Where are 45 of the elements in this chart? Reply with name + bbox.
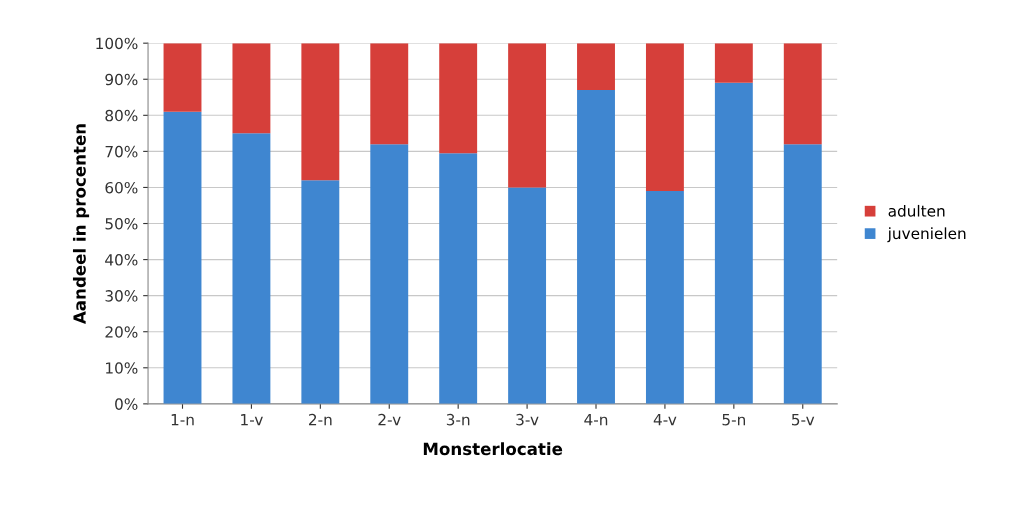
bar xyxy=(508,43,547,188)
y-axis-title: Aandeel in procenten xyxy=(72,124,90,325)
bar xyxy=(577,43,615,91)
x-axis-title: Monsterlocatie xyxy=(423,442,563,456)
bar xyxy=(577,90,615,404)
legend-label: adulten xyxy=(888,204,945,217)
y-tick-label: 20% xyxy=(105,326,138,338)
legend-label: juvenielen xyxy=(887,227,966,243)
x-tick-label: 3-v xyxy=(516,413,539,426)
bar xyxy=(301,180,340,404)
bar xyxy=(232,43,271,134)
bar xyxy=(783,43,822,145)
x-tick-label: 5-v xyxy=(792,414,815,426)
x-tick-label: 2-v xyxy=(378,413,401,426)
y-tick-label: 100% xyxy=(96,37,138,50)
bar xyxy=(301,43,340,181)
bar xyxy=(232,133,271,404)
y-tick-label: 60% xyxy=(105,181,138,194)
bar xyxy=(163,111,202,404)
x-tick-label: 1-v xyxy=(241,414,263,426)
x-tick-label: 4-n xyxy=(584,414,608,426)
x-tick-label: 4-v xyxy=(653,414,677,426)
y-tick-label: 90% xyxy=(105,73,138,86)
y-tick-label: 80% xyxy=(105,109,138,122)
bar xyxy=(714,43,753,83)
y-tick-label: 70% xyxy=(105,145,138,158)
bar xyxy=(439,153,478,404)
y-tick-label: 40% xyxy=(105,254,138,266)
y-tick-label: 30% xyxy=(105,290,138,302)
x-tick-label: 2-n xyxy=(309,413,332,426)
bar xyxy=(714,82,753,404)
y-tick-label: 50% xyxy=(105,217,138,230)
x-tick-label: 3-n xyxy=(446,413,470,426)
y-tick-label: 0% xyxy=(115,398,138,410)
x-tick-label: 5-n xyxy=(722,414,746,426)
bar xyxy=(439,43,478,154)
bar xyxy=(783,144,822,404)
x-tick-label: 1-n xyxy=(171,414,194,426)
bar xyxy=(163,43,202,112)
y-tick-label: 10% xyxy=(106,362,138,374)
bar xyxy=(370,144,409,404)
bar xyxy=(645,191,684,404)
bar xyxy=(645,43,684,192)
bar xyxy=(370,43,409,145)
bar xyxy=(508,187,547,404)
